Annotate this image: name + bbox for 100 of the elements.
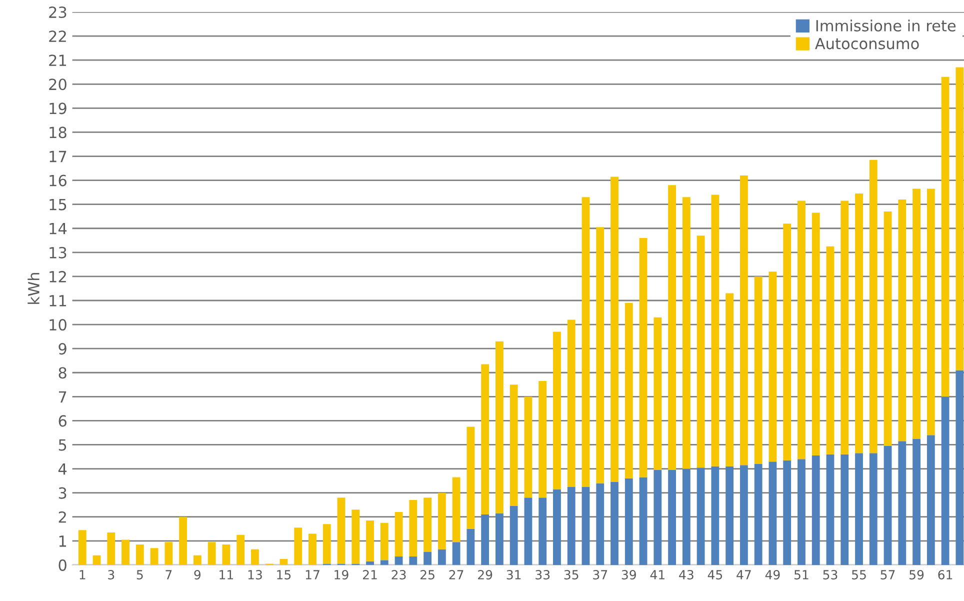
bar: [424, 498, 432, 552]
bar: [524, 498, 532, 565]
y-tick-label: 13: [50, 246, 66, 258]
x-tick-label: 45: [708, 570, 722, 580]
bar: [567, 486, 576, 565]
bar: [682, 468, 690, 565]
legend-label: Immissione in rete: [816, 20, 956, 32]
bar: [624, 478, 633, 565]
y-tick-label: 17: [50, 150, 66, 162]
bar: [352, 510, 360, 564]
bar: [740, 465, 748, 565]
x-tick-label: 47: [736, 570, 751, 580]
bar: [654, 470, 662, 565]
bar: [567, 320, 576, 487]
bar: [438, 549, 446, 565]
bar: [322, 524, 331, 564]
bar: [236, 534, 245, 565]
bar: [654, 317, 662, 470]
bar: [726, 293, 734, 466]
x-tick-label: 19: [334, 570, 348, 580]
bar: [308, 534, 316, 565]
bar: [424, 552, 432, 565]
bar: [639, 477, 648, 565]
legend-label: Autoconsumo: [815, 38, 919, 50]
bar: [840, 200, 849, 454]
bar: [394, 512, 403, 557]
bar: [496, 513, 504, 565]
bar: [668, 470, 676, 565]
y-axis-title: kWh: [28, 272, 40, 304]
bar: [164, 542, 173, 565]
bar: [582, 197, 590, 487]
bar: [553, 489, 561, 565]
y-tick-label: 5: [58, 439, 66, 451]
bar: [438, 492, 446, 550]
x-tick-label: 37: [593, 570, 608, 580]
bar: [409, 500, 418, 557]
bar: [869, 453, 878, 565]
bar: [726, 466, 734, 565]
y-tick-label: 2: [58, 511, 66, 523]
y-tick-label: 10: [50, 319, 66, 331]
bar: [582, 486, 590, 565]
x-tick-label: 33: [536, 570, 550, 580]
bar: [898, 200, 906, 442]
bar: [510, 506, 518, 565]
bar: [179, 516, 187, 565]
bar: [481, 514, 490, 565]
bar: [711, 466, 720, 565]
x-tick-label: 27: [449, 570, 464, 580]
x-tick-label: 7: [166, 570, 172, 580]
bar: [956, 67, 964, 370]
x-tick-label: 59: [910, 570, 924, 580]
y-tick-label: 7: [58, 391, 66, 402]
bar: [136, 544, 144, 565]
y-tick-label: 18: [50, 126, 66, 138]
bar: [280, 558, 288, 565]
x-tick-label: 9: [194, 570, 201, 580]
x-tick-label: 11: [220, 570, 233, 580]
bar: [107, 532, 116, 565]
bar: [294, 528, 302, 565]
x-tick-label: 29: [478, 570, 492, 580]
bar: [682, 197, 690, 469]
bar: [798, 459, 806, 565]
x-tick-label: 1: [80, 570, 86, 580]
y-tick-label: 23: [49, 6, 66, 18]
y-tick-label: 19: [50, 102, 66, 114]
y-tick-label: 20: [49, 78, 66, 90]
x-tick-label: 53: [823, 570, 838, 580]
bar: [553, 332, 561, 490]
bar: [122, 540, 130, 565]
y-tick-label: 12: [50, 270, 66, 282]
x-tick-label: 17: [306, 570, 320, 580]
bar: [855, 453, 863, 565]
bar: [496, 341, 504, 514]
bar: [798, 200, 806, 460]
bar: [92, 555, 101, 565]
x-tick-label: 5: [136, 570, 143, 580]
x-tick-label: 55: [852, 570, 866, 580]
bar: [596, 483, 604, 565]
bar: [538, 498, 547, 565]
y-tick-label: 3: [58, 487, 66, 499]
bar: [926, 435, 935, 565]
bar: [639, 238, 648, 478]
y-tick-label: 15: [50, 199, 66, 210]
x-tick-label: 35: [564, 570, 578, 580]
bar: [466, 426, 475, 529]
bar: [481, 364, 490, 514]
x-tick-label: 39: [622, 570, 636, 580]
bar: [208, 542, 216, 565]
y-tick-label: 9: [58, 343, 66, 355]
bar: [941, 396, 950, 565]
x-tick-label: 25: [420, 570, 434, 580]
x-tick-label: 61: [938, 570, 952, 580]
x-tick-label: 43: [679, 570, 694, 580]
x-tick-label: 31: [506, 570, 521, 580]
x-tick-label: 15: [277, 570, 291, 580]
bar: [826, 246, 834, 454]
bar: [150, 548, 158, 565]
x-tick-label: 23: [392, 570, 406, 580]
x-tick-label: 51: [794, 570, 808, 580]
bar: [610, 176, 618, 482]
